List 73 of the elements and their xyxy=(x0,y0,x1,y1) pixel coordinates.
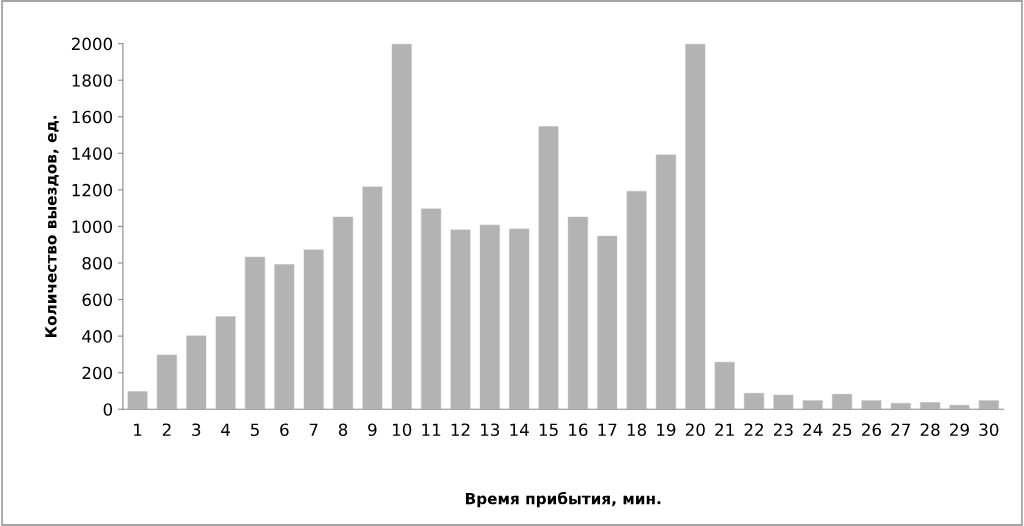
x-tick-label: 2 xyxy=(162,423,171,436)
bar xyxy=(156,354,178,410)
x-tick-label: 7 xyxy=(309,423,318,436)
x-tick-label: 21 xyxy=(715,423,734,436)
x-tick-label: 10 xyxy=(392,423,412,437)
y-tick-label: 200 xyxy=(82,366,113,380)
x-tick-label: 13 xyxy=(481,423,500,437)
y-tick-label: 1000 xyxy=(72,220,113,234)
bar xyxy=(978,399,1000,410)
bar xyxy=(714,361,736,410)
x-tick-label: 9 xyxy=(368,423,377,437)
x-tick-label: 26 xyxy=(862,423,881,437)
x-tick-label: 3 xyxy=(192,423,201,437)
x-tick-label: 11 xyxy=(422,423,441,436)
bar xyxy=(948,404,971,410)
x-tick-label: 24 xyxy=(803,423,823,436)
x-tick-label: 30 xyxy=(979,423,999,437)
bar xyxy=(332,216,354,410)
bar xyxy=(655,153,677,410)
y-tick-label: 1200 xyxy=(72,183,113,197)
bar xyxy=(391,43,413,410)
bar xyxy=(273,263,295,410)
x-axis-title: Время прибытия, мин. xyxy=(465,492,661,508)
y-tick-label: 600 xyxy=(82,293,113,307)
bar xyxy=(802,399,824,410)
x-tick-label: 28 xyxy=(920,423,940,437)
bar xyxy=(479,224,501,410)
bar xyxy=(420,207,442,410)
y-tick-label: 1600 xyxy=(72,110,113,124)
bar xyxy=(919,401,941,410)
bar xyxy=(596,235,618,410)
y-tick-label: 800 xyxy=(82,256,113,270)
bar xyxy=(684,43,706,410)
x-tick-label: 16 xyxy=(569,423,588,437)
x-tick-label: 15 xyxy=(539,423,558,437)
x-tick-label: 6 xyxy=(280,423,289,437)
bar xyxy=(449,228,472,410)
x-tick-label: 17 xyxy=(598,423,617,436)
bar xyxy=(244,256,266,410)
y-axis-title: Количество выездов, ед. xyxy=(45,116,59,338)
x-tick-label: 19 xyxy=(657,423,676,437)
x-tick-label: 29 xyxy=(950,423,969,437)
bar xyxy=(860,399,883,410)
bar xyxy=(743,392,765,410)
y-tick-label: 2000 xyxy=(71,37,113,51)
y-tick-label: 0 xyxy=(103,403,113,416)
x-tick-label: 12 xyxy=(451,423,470,436)
bar xyxy=(361,185,384,410)
x-tick-label: 18 xyxy=(627,423,647,437)
y-tick-label: 400 xyxy=(82,330,113,343)
bar xyxy=(215,315,237,410)
x-tick-label: 14 xyxy=(510,423,529,436)
x-tick-label: 27 xyxy=(891,423,910,436)
x-tick-label: 20 xyxy=(685,423,705,437)
bar xyxy=(890,402,912,410)
bar xyxy=(185,334,207,410)
x-tick-label: 25 xyxy=(832,423,852,437)
bar xyxy=(508,227,530,410)
x-tick-label: 23 xyxy=(773,423,793,437)
bar xyxy=(126,390,149,410)
bar xyxy=(772,394,794,410)
x-tick-label: 1 xyxy=(134,423,142,436)
y-tick-label: 1800 xyxy=(72,74,113,87)
x-tick-label: 5 xyxy=(250,423,259,437)
bar xyxy=(625,190,648,410)
x-tick-label: 8 xyxy=(338,423,348,437)
x-tick-label: 22 xyxy=(744,423,763,436)
y-tick-label: 1400 xyxy=(72,147,113,160)
bar xyxy=(567,216,589,410)
x-tick-label: 4 xyxy=(221,423,230,436)
bar xyxy=(303,248,325,410)
bar xyxy=(537,125,560,410)
bar xyxy=(831,393,853,410)
